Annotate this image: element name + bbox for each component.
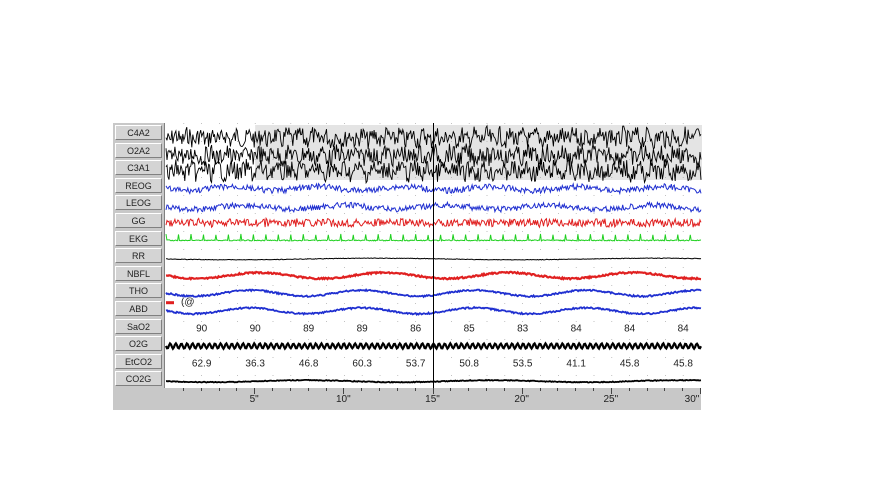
axis-tick-12 — [379, 388, 380, 391]
sao2-value-label: 90 — [196, 323, 208, 334]
x-tick-label: 10" — [335, 394, 351, 405]
axis-tick-29 — [682, 388, 684, 391]
channel-label-etco2[interactable]: EtCO2 — [115, 353, 162, 369]
sao2-value-label: 89 — [357, 323, 369, 334]
axis-tick-13 — [396, 388, 398, 391]
axis-tick-19 — [503, 388, 505, 391]
axis-tick-26 — [628, 388, 630, 391]
sao2-value-label: 84 — [624, 323, 636, 334]
sao2-value-label: 90 — [250, 323, 262, 334]
channel-label-co2g[interactable]: CO2G — [115, 371, 162, 387]
etco2-value-label: 41.1 — [566, 359, 586, 370]
etco2-value-label: 50.8 — [459, 359, 479, 370]
etco2-value-label: 53.7 — [406, 359, 426, 370]
axis-tick-7 — [289, 388, 291, 391]
etco2-value-label: 60.3 — [352, 359, 372, 370]
etco2-value-label: 45.8 — [673, 359, 693, 370]
axis-tick-16 — [450, 388, 452, 391]
axis-tick-2 — [200, 388, 202, 391]
time-axis — [164, 388, 701, 410]
abd-annotation: (@ — [181, 297, 194, 308]
axis-tick-4 — [236, 388, 238, 391]
channel-label-sao2[interactable]: SaO2 — [115, 318, 162, 334]
axis-tick-15 — [432, 388, 434, 394]
axis-tick-8 — [307, 388, 309, 391]
sao2-value-label: 89 — [303, 323, 315, 334]
etco2-value-label: 45.8 — [620, 359, 640, 370]
axis-tick-27 — [646, 388, 648, 391]
axis-tick-6 — [272, 388, 273, 391]
red-marker — [166, 301, 174, 305]
sao2-value-label: 84 — [571, 323, 583, 334]
channel-label-rr[interactable]: RR — [115, 248, 162, 264]
channel-label-ekg[interactable]: EKG — [115, 230, 162, 246]
signal-plot-area: (@ 90 90 89 89 86 85 83 84 84 84 62.9 36.3 46.8 60.3 53… — [164, 123, 702, 388]
axis-tick-23 — [575, 388, 577, 391]
axis-tick-9 — [325, 388, 327, 391]
etco2-value-label: 46.8 — [299, 359, 319, 370]
channel-label-abd[interactable]: ABD — [115, 301, 162, 316]
channel-label-o2g[interactable]: O2G — [115, 336, 162, 352]
channel-label-reog[interactable]: REOG — [115, 177, 162, 193]
channel-label-nbfl[interactable]: NBFL — [115, 265, 162, 281]
etco2-value-label: 53.5 — [513, 359, 533, 370]
axis-tick-1 — [182, 388, 184, 391]
etco2-value-label: 62.9 — [192, 359, 212, 370]
axis-tick-20 — [521, 388, 523, 394]
x-tick-label: 5" — [249, 394, 259, 405]
channel-label-tho[interactable]: THO — [115, 283, 162, 299]
x-tick-label: 30" — [684, 394, 700, 405]
axis-tick-5 — [254, 388, 256, 394]
sao2-value-label: 83 — [517, 323, 529, 334]
psg-recording-panel: C4A2 O2A2 C3A1 REOG LEOG GG EKG RR NBFL THO ABD SaO… — [113, 123, 702, 410]
axis-tick-3 — [218, 388, 220, 391]
channel-label-leog[interactable]: LEOG — [115, 195, 162, 211]
x-tick-label: 25" — [603, 394, 619, 405]
etco2-value-label: 36.3 — [245, 359, 265, 370]
channel-label-c3a1[interactable]: C3A1 — [115, 160, 162, 176]
sao2-value-label: 84 — [678, 323, 690, 334]
axis-tick-24 — [593, 388, 594, 391]
axis-tick-30 — [700, 388, 701, 394]
x-tick-label: 20" — [514, 394, 529, 405]
channel-label-o2a2[interactable]: O2A2 — [115, 142, 162, 158]
axis-tick-14 — [414, 388, 416, 391]
axis-tick-21 — [539, 388, 541, 391]
axis-tick-17 — [468, 388, 470, 391]
channel-label-c4a2[interactable]: C4A2 — [115, 125, 162, 140]
axis-tick-25 — [610, 388, 612, 394]
axis-tick-18 — [486, 388, 487, 391]
axis-tick-28 — [664, 388, 666, 391]
axis-tick-11 — [361, 388, 363, 391]
x-tick-label: 15" — [425, 394, 440, 405]
sao2-value-label: 85 — [464, 323, 476, 334]
sao2-value-label: 86 — [410, 323, 422, 334]
axis-tick-22 — [557, 388, 559, 391]
axis-tick-10 — [343, 388, 345, 394]
channel-label-gg[interactable]: GG — [115, 213, 162, 228]
